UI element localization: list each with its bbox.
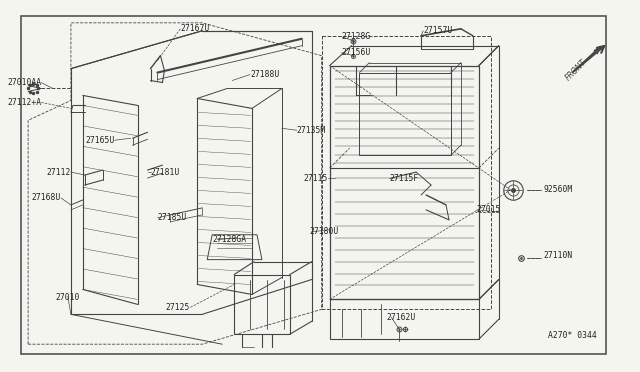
Text: 27181U: 27181U (150, 167, 180, 177)
Text: 27115: 27115 (303, 174, 328, 183)
Text: 27010AA: 27010AA (7, 78, 41, 87)
Text: 27180U: 27180U (310, 227, 339, 236)
Text: 27167U: 27167U (180, 24, 210, 33)
Text: 27010: 27010 (55, 293, 79, 302)
Text: 92560M: 92560M (543, 186, 573, 195)
Text: 27156U: 27156U (342, 48, 371, 57)
Text: 27165U: 27165U (86, 136, 115, 145)
Text: 27112: 27112 (47, 167, 71, 177)
Text: 27015: 27015 (477, 205, 501, 214)
Text: 27125: 27125 (166, 303, 190, 312)
Text: 27162U: 27162U (387, 313, 415, 322)
Text: 27185U: 27185U (157, 213, 187, 222)
Text: 27128G: 27128G (342, 32, 371, 41)
Text: FRONT: FRONT (563, 58, 588, 83)
Text: 27168U: 27168U (32, 193, 61, 202)
Text: 27188U: 27188U (250, 70, 279, 79)
Text: 27110N: 27110N (543, 251, 573, 260)
Text: 27112+A: 27112+A (7, 98, 41, 107)
Text: A270* 0344: A270* 0344 (548, 331, 597, 340)
Text: 27128GA: 27128GA (212, 235, 246, 244)
Text: 27115F: 27115F (389, 174, 419, 183)
Text: 27157U: 27157U (423, 26, 452, 35)
Text: 27135M: 27135M (297, 126, 326, 135)
